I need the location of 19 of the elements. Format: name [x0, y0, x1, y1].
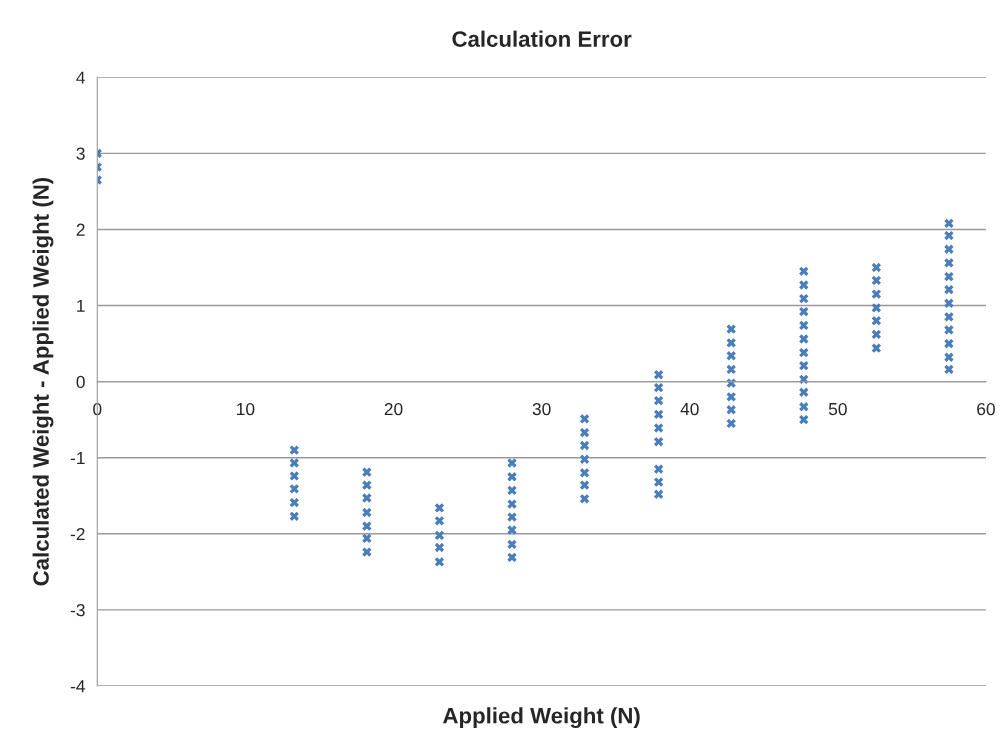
x-tick-label: 40	[680, 402, 699, 416]
y-tick-label: 2	[76, 223, 85, 236]
y-tick-label: -3	[70, 604, 85, 617]
y-tick-label: -1	[70, 452, 85, 464]
x-tick-label: 60	[977, 402, 995, 416]
y-tick-label: 0	[76, 375, 85, 389]
x-tick-label: 0	[93, 402, 102, 416]
y-axis-title: Calculated Weight - Applied Weight (N)	[32, 177, 54, 586]
y-tick-label: 1	[77, 299, 85, 312]
x-axis-title: Applied Weight (N)	[443, 707, 640, 729]
y-tick-label: 4	[76, 71, 85, 84]
y-tick-label: -4	[70, 680, 85, 693]
x-tick-label: 50	[828, 402, 847, 416]
x-tick-label: 20	[384, 402, 403, 416]
chart-title: Calculation Error	[452, 30, 632, 47]
x-tick-label: 10	[237, 402, 255, 416]
x-tick-label: 30	[532, 402, 551, 416]
y-tick-label: 3	[76, 147, 85, 160]
y-tick-label: -2	[70, 527, 85, 541]
